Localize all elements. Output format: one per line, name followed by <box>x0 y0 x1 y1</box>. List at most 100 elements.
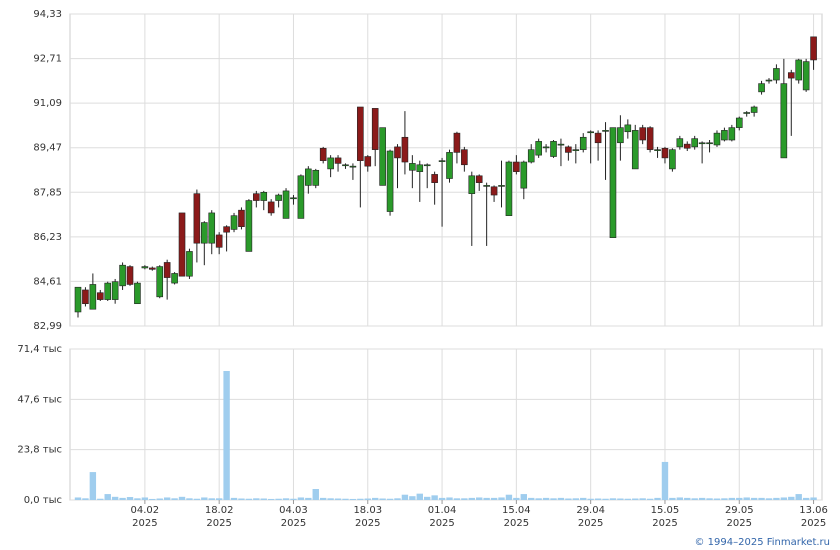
volume-bar <box>468 497 475 500</box>
x-tick-label: 15.04 2025 <box>502 505 531 529</box>
volume-bar <box>134 498 141 500</box>
x-tick-label: 04.03 2025 <box>279 505 308 529</box>
volume-bar <box>461 498 468 500</box>
volume-bar <box>238 498 245 500</box>
volume-bar <box>424 496 431 500</box>
volume-bar <box>379 498 386 500</box>
candle-body <box>691 138 698 148</box>
candle-body <box>290 197 297 200</box>
candle-body <box>223 226 230 233</box>
candle-body <box>505 161 513 216</box>
candle-body <box>535 141 542 156</box>
volume-bar <box>810 497 817 500</box>
candle-body <box>238 209 245 227</box>
volume-bar <box>513 497 520 500</box>
candle-body <box>171 273 178 284</box>
y-tick-label: 84,61 <box>33 276 62 287</box>
volume-bar <box>297 497 305 500</box>
volume-bar <box>282 498 290 500</box>
candle-body <box>111 281 119 300</box>
candle-body <box>401 136 409 163</box>
candle-body <box>773 68 780 81</box>
volume-bar <box>394 498 401 500</box>
x-tick-label: 15.05 2025 <box>650 505 680 529</box>
volume-bar <box>141 497 149 500</box>
candle-body <box>119 264 126 287</box>
candle-body <box>631 130 639 170</box>
candle-body <box>193 193 201 244</box>
candle-body <box>713 132 721 146</box>
y2-tick-label: 71,4 тыс <box>17 344 62 355</box>
volume-bar <box>215 498 223 500</box>
candle-body <box>787 72 795 79</box>
volume-bar <box>654 497 661 500</box>
volume-bar <box>594 498 602 500</box>
candle-body <box>409 163 416 171</box>
volume-bar <box>342 498 349 500</box>
volume-bar <box>163 497 171 500</box>
volume-bar <box>520 494 527 500</box>
volume-bar <box>178 496 186 500</box>
volume-bar <box>446 497 453 500</box>
candle-body <box>676 138 684 148</box>
x-tick-text: 13.06 2025 <box>799 505 828 529</box>
x-tick-text: 15.05 2025 <box>650 505 680 529</box>
volume-bar <box>728 497 736 500</box>
volume-bar <box>646 498 654 500</box>
volume-bar <box>305 497 312 500</box>
volume-bar <box>89 472 97 500</box>
candle-body <box>810 36 817 61</box>
volume-bar <box>743 497 750 500</box>
candle-body <box>319 147 327 161</box>
candle-body <box>163 262 171 278</box>
candle-body <box>312 169 320 186</box>
volume-bar <box>208 498 215 500</box>
volume-bar <box>565 498 572 500</box>
x-tick-text: 15.04 2025 <box>502 505 531 529</box>
candle-body <box>416 164 424 172</box>
volume-bar <box>550 498 557 500</box>
volume-bar <box>267 498 275 500</box>
volume-bar <box>684 497 691 500</box>
candle-body <box>82 289 89 305</box>
volume-bar <box>156 498 163 500</box>
volume-bar <box>416 493 423 500</box>
x-tick-text: 29.05 2025 <box>724 505 754 529</box>
y2-tick-label: 47,6 тыс <box>17 394 62 405</box>
volume-bar <box>609 498 617 500</box>
y-tick-label: 87,85 <box>33 187 62 198</box>
volume-bar <box>490 497 498 500</box>
candle-body <box>498 185 505 187</box>
volume-bar <box>736 497 743 500</box>
volume-bar <box>617 498 624 500</box>
volume-bar <box>104 494 111 500</box>
candle-body <box>386 150 394 212</box>
candle-body <box>156 266 164 298</box>
candle-body <box>661 147 669 159</box>
x-tick-label: 04.02 2025 <box>131 505 160 529</box>
volume-panel <box>69 348 823 501</box>
candle-body <box>579 136 587 150</box>
volume-bar <box>542 497 550 500</box>
y-tick-label: 86,23 <box>33 232 62 243</box>
candle-body <box>282 190 290 219</box>
candle-body <box>735 117 743 128</box>
candle-body <box>394 146 401 159</box>
candle-body <box>371 108 379 150</box>
x-tick-text: 18.02 2025 <box>204 505 234 529</box>
volume-bar <box>750 497 758 500</box>
candle-body <box>379 127 386 186</box>
volume-bar <box>74 497 82 500</box>
volume-bar <box>201 497 208 500</box>
candle-body <box>260 191 268 201</box>
y-tick-label: 92,71 <box>33 54 62 65</box>
volume-bar <box>223 370 230 500</box>
x-tick-label: 13.06 2025 <box>799 505 828 529</box>
volume-bar <box>758 497 765 500</box>
candle-body <box>104 282 112 300</box>
candle-body <box>728 127 736 141</box>
candle-body <box>267 201 275 214</box>
candle-body <box>624 124 632 133</box>
volume-bar <box>97 498 104 500</box>
candle-body <box>334 157 342 164</box>
